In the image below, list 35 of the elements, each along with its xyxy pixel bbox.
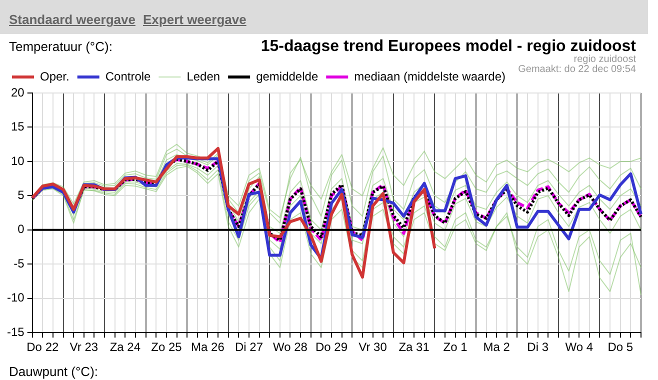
- x-tick-label: Di 27: [234, 340, 264, 354]
- y-tick-label: 10: [10, 154, 25, 168]
- chart-title: 15-daagse trend Europees model - regio zuidoost: [260, 38, 636, 55]
- y-tick-label: 15: [10, 120, 25, 134]
- y-tick-label: 0: [18, 222, 25, 236]
- x-tick-label: Wo 4: [565, 340, 594, 354]
- x-tick-label: Do 29: [316, 340, 348, 354]
- x-tick-label: Vr 23: [70, 340, 98, 354]
- legend-label: Leden: [186, 69, 220, 84]
- y-tick-label: -10: [7, 290, 25, 305]
- x-tick-label: Ma 2: [483, 340, 510, 354]
- x-tick-label: Ma 26: [191, 340, 225, 354]
- x-tick-label: Za 31: [398, 340, 430, 354]
- x-tick-label: Zo 25: [151, 340, 182, 354]
- y-tick-label: -15: [7, 324, 25, 339]
- text: Expert weergave: [143, 12, 246, 27]
- text: Gemaakt: do 22 dec 09:54: [518, 64, 636, 75]
- legend-label: mediaan (middelste waarde): [354, 69, 506, 84]
- x-tick-label: Do 5: [608, 340, 634, 354]
- x-tick-label: Do 22: [26, 340, 59, 354]
- x-tick-label: Zo 1: [443, 340, 468, 354]
- legend-label: Controle: [105, 69, 152, 84]
- y-tick-label: 5: [18, 188, 25, 202]
- x-tick-label: Vr 30: [358, 340, 388, 354]
- legend-label: gemiddelde: [256, 69, 318, 84]
- x-tick-label: Wo 28: [273, 340, 308, 354]
- legend-label: Oper.: [40, 69, 70, 84]
- y-tick-label: -5: [14, 256, 25, 270]
- y-tick-label: 20: [10, 85, 25, 100]
- x-tick-label: Di 3: [527, 340, 549, 354]
- x-tick-label: Za 24: [110, 340, 141, 354]
- text: Dauwpunt (°C):: [9, 364, 98, 379]
- text: Standaard weergave: [9, 12, 136, 27]
- text: regio zuidoost: [574, 54, 636, 65]
- y-axis-title: Temperatuur (°C):: [9, 39, 112, 54]
